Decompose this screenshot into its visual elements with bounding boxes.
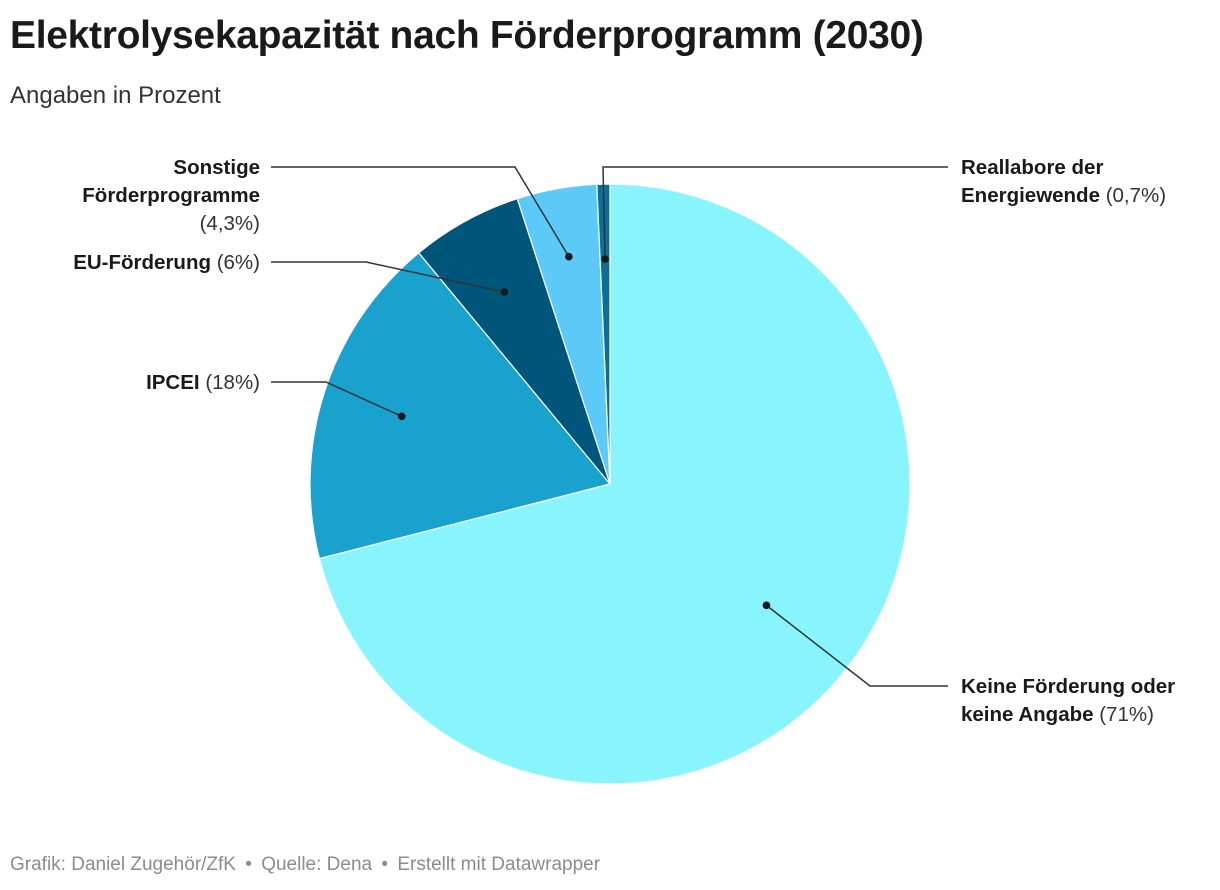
slice-name: Reallabore der Energiewende (961, 156, 1104, 207)
slice-value: (0,7%) (1105, 184, 1167, 207)
chart-title: Elektrolysekapazität nach Förderprogramm… (10, 14, 924, 57)
pie-slice-2 (309, 252, 612, 560)
leader-dot-5 (601, 255, 609, 263)
label-ipcei: IPCEI (18%) (60, 369, 260, 397)
slice-value: (71%) (1099, 703, 1154, 726)
leader-line-5 (602, 166, 948, 260)
slice-name: EU-Förderung (73, 251, 211, 274)
leader-dot-1 (762, 601, 771, 610)
chart-footer: Grafik: Daniel Zugehör/ZfK • Quelle: Den… (10, 854, 600, 876)
leader-line-4 (271, 166, 570, 258)
footer-separator: • (381, 854, 389, 875)
footer-tool: Erstellt mit Datawrapper (397, 854, 601, 875)
slice-value: (4,3%) (199, 212, 260, 235)
footer-source: Quelle: Dena (261, 854, 373, 875)
slice-name: Sonstige Förderprogramme (82, 156, 260, 207)
leader-line-2 (271, 381, 403, 418)
leader-line-3 (271, 261, 505, 293)
leader-dot-3 (500, 288, 509, 296)
label-eu-foerderung: EU-Förderung (6%) (20, 249, 260, 277)
pie-slices (309, 183, 911, 785)
chart-subtitle: Angaben in Prozent (10, 82, 221, 109)
label-keine-foerderung: Keine Förderung oder keine Angabe (71%) (961, 673, 1211, 729)
slice-value: (18%) (205, 371, 260, 394)
slice-value: (6%) (216, 251, 260, 274)
leader-dot-2 (397, 412, 406, 421)
slice-name: IPCEI (146, 371, 200, 394)
leader-line-1 (765, 604, 948, 687)
footer-credit: Grafik: Daniel Zugehör/ZfK (10, 854, 236, 875)
slice-name: Keine Förderung oder keine Angabe (961, 675, 1176, 726)
leader-dot-4 (565, 252, 573, 261)
label-sonstige: Sonstige Förderprogramme (4,3%) (40, 154, 260, 238)
label-reallabore: Reallabore der Energiewende (0,7%) (961, 154, 1181, 210)
leader-lines (271, 166, 948, 687)
footer-separator: • (245, 854, 252, 875)
